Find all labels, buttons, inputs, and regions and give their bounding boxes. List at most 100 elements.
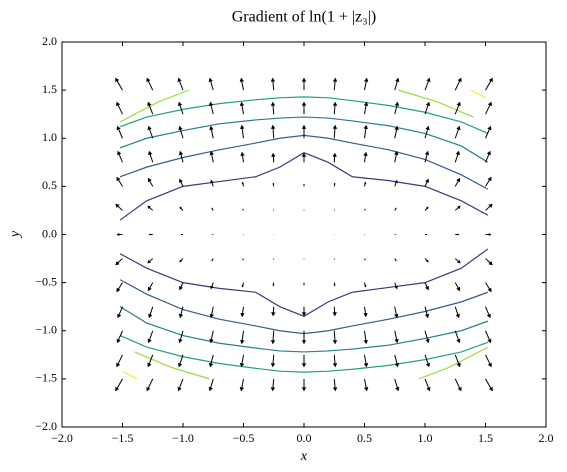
arrow-shaft [424, 354, 429, 366]
arrow-head [332, 152, 337, 157]
arrow-head [363, 124, 368, 130]
arrow-head [425, 178, 429, 184]
arrow-head [116, 338, 121, 344]
arrow-shaft [454, 103, 460, 115]
y-tick-label: 0.5 [42, 178, 57, 192]
arrow [424, 378, 431, 392]
arrow-head [487, 176, 492, 182]
arrow-head [117, 150, 122, 156]
arrow-head [147, 362, 152, 368]
arrow [241, 282, 245, 288]
arrow [424, 354, 431, 368]
chart-title: Gradient of ln(1 + |z₃|) [232, 9, 377, 26]
arrow [115, 258, 123, 266]
arrow-head [394, 150, 399, 156]
arrow [148, 306, 154, 319]
arrow [364, 77, 369, 91]
arrow-head [487, 362, 492, 368]
arrow-head [364, 259, 366, 261]
arrow-shaft [272, 79, 275, 91]
arrow-head [301, 363, 307, 368]
contour-line [398, 89, 474, 118]
arrow-head [147, 177, 152, 183]
arrow [363, 124, 368, 139]
arrow-head [270, 340, 276, 345]
arrow-shaft [394, 378, 399, 390]
arrow [485, 354, 492, 368]
arrow-head [395, 386, 400, 392]
arrow-head [270, 77, 276, 82]
arrow-head [364, 387, 369, 392]
arrow-head [115, 77, 120, 83]
arrow-head [488, 233, 492, 236]
arrow [485, 77, 493, 91]
arrow [240, 124, 245, 139]
arrow [424, 150, 430, 163]
arrow [364, 378, 369, 392]
arrow-head [333, 182, 336, 185]
arrow [301, 152, 307, 163]
arrow [301, 306, 307, 317]
arrow-shaft [485, 378, 492, 390]
x-tick-label: −1.0 [172, 431, 194, 445]
arrow-shaft [485, 103, 491, 115]
arrow-head [239, 101, 245, 106]
arrow [147, 330, 154, 344]
arrow-shaft [272, 378, 275, 390]
plot-frame [61, 41, 547, 428]
arrow-shaft [485, 127, 491, 139]
x-axis-label: x [300, 449, 308, 464]
arrow-head [487, 338, 492, 344]
arrow-shaft [424, 103, 429, 115]
arrow [301, 101, 307, 115]
arrow [178, 150, 184, 163]
arrow-head [301, 340, 307, 345]
arrow [364, 258, 366, 261]
arrow-head [303, 284, 305, 286]
arrow [212, 234, 214, 235]
arrow-head [242, 259, 244, 261]
arrow-head [208, 101, 214, 107]
arrow-shaft [241, 103, 244, 115]
arrow-head [116, 233, 120, 236]
arrow [116, 101, 123, 115]
arrow-head [426, 206, 429, 210]
arrow-shaft [148, 127, 154, 139]
arrow-head [426, 259, 429, 263]
arrow-head [240, 339, 245, 345]
arrow [425, 233, 428, 236]
arrow-head [210, 285, 214, 290]
arrow-head [487, 287, 492, 293]
arrow-head [115, 386, 120, 392]
arrow-shaft [118, 306, 123, 317]
arrow [208, 101, 214, 115]
arrow-head [456, 286, 461, 292]
arrow-head [488, 77, 493, 83]
contour-line [134, 351, 210, 380]
arrow [241, 181, 245, 187]
arrow-shaft [241, 354, 244, 366]
arrow-head [394, 362, 400, 368]
contour-line [470, 89, 486, 99]
y-tick-label: −0.5 [35, 274, 57, 288]
y-axis-label: y [8, 230, 23, 239]
arrow [117, 306, 123, 319]
arrow [454, 77, 462, 91]
arrow [301, 330, 307, 345]
y-tick-label: −1.5 [35, 371, 57, 385]
y-tick-label: 2.0 [42, 34, 57, 48]
arrow [239, 101, 245, 115]
arrow-head [211, 259, 213, 262]
arrow [454, 378, 462, 392]
y-tick-label: 1.0 [42, 130, 57, 144]
arrow-shaft [116, 79, 123, 91]
arrow [424, 258, 429, 263]
arrow-head [270, 387, 276, 392]
arrow-head [116, 176, 121, 182]
arrow-head [488, 260, 493, 266]
arrow [240, 330, 245, 345]
arrow-shaft [209, 79, 214, 91]
arrow [116, 233, 123, 236]
arrow-shaft [147, 378, 154, 390]
x-tick-label: 2.0 [539, 431, 554, 445]
